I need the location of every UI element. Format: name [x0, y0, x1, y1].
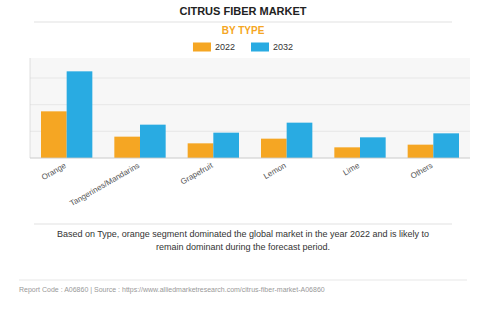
body-text: Based on Type, orange segment dominated … — [57, 229, 429, 239]
footer-text: Report Code : A06860 | Source : https://… — [19, 286, 325, 294]
legend-label: 2032 — [273, 42, 293, 52]
divider — [34, 22, 452, 23]
bar — [114, 137, 140, 158]
body-text: remain dominant during the forecast peri… — [156, 242, 330, 252]
divider — [34, 224, 452, 225]
legend-swatch — [251, 43, 269, 52]
x-tick-label: Lemon — [262, 161, 288, 181]
title: CITRUS FIBER MARKET — [179, 5, 306, 17]
x-tick-label: Lime — [341, 161, 361, 178]
x-tick-label: Tangerines/Mandarins — [68, 161, 141, 208]
x-tick-label: Orange — [40, 161, 68, 182]
bar — [408, 145, 434, 158]
bar — [433, 133, 459, 158]
bar — [67, 71, 93, 158]
x-tick-label: Others — [409, 161, 434, 181]
bar — [188, 143, 214, 158]
legend-label: 2022 — [215, 42, 235, 52]
plot-background — [30, 58, 470, 158]
divider — [19, 280, 467, 281]
grid-line — [30, 104, 470, 105]
bar — [213, 133, 239, 158]
subtitle: BY TYPE — [222, 25, 265, 36]
legend-swatch — [193, 43, 211, 52]
bar — [360, 137, 386, 158]
bar — [261, 139, 287, 158]
bar — [334, 147, 360, 158]
chart: CITRUS FIBER MARKET BY TYPE 2022 2032 Orange… — [0, 0, 486, 316]
grid-line — [30, 78, 470, 79]
bars — [41, 71, 459, 158]
bar — [287, 123, 313, 158]
bar — [41, 111, 67, 158]
bar — [140, 125, 166, 158]
legend: 2022 2032 — [193, 42, 293, 52]
x-axis-line — [30, 158, 470, 159]
y-axis-line — [30, 58, 31, 158]
grid-line — [30, 131, 470, 132]
grid-line — [30, 158, 470, 159]
x-tick-label: Grapefruit — [179, 161, 215, 187]
